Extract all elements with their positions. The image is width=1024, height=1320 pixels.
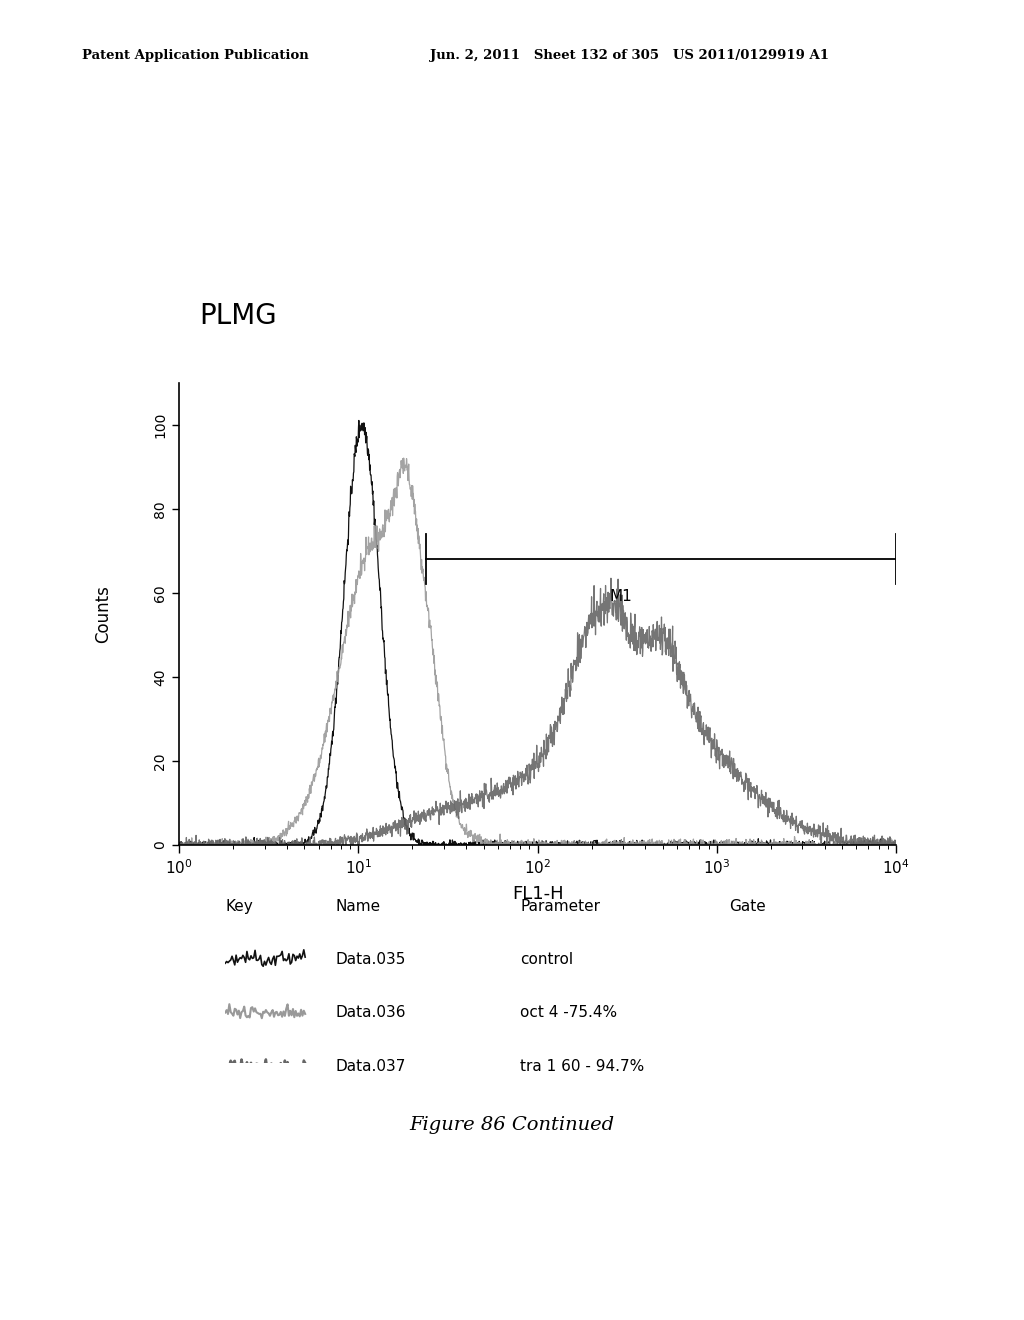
X-axis label: FL1-H: FL1-H bbox=[512, 884, 563, 903]
Text: Patent Application Publication: Patent Application Publication bbox=[82, 49, 308, 62]
Text: control: control bbox=[520, 952, 573, 966]
Text: tra 1 60 - 94.7%: tra 1 60 - 94.7% bbox=[520, 1059, 644, 1073]
Text: Name: Name bbox=[336, 899, 381, 913]
Text: Data.037: Data.037 bbox=[336, 1059, 407, 1073]
Text: Jun. 2, 2011   Sheet 132 of 305   US 2011/0129919 A1: Jun. 2, 2011 Sheet 132 of 305 US 2011/01… bbox=[430, 49, 829, 62]
Text: Figure 86 Continued: Figure 86 Continued bbox=[410, 1115, 614, 1134]
Text: oct 4 -75.4%: oct 4 -75.4% bbox=[520, 1006, 617, 1020]
Text: Gate: Gate bbox=[729, 899, 766, 913]
Text: Data.035: Data.035 bbox=[336, 952, 407, 966]
Text: Key: Key bbox=[225, 899, 253, 913]
Y-axis label: Counts: Counts bbox=[94, 585, 112, 643]
Text: PLMG: PLMG bbox=[200, 302, 278, 330]
Text: Parameter: Parameter bbox=[520, 899, 600, 913]
Text: M1: M1 bbox=[609, 589, 632, 605]
Text: Data.036: Data.036 bbox=[336, 1006, 407, 1020]
